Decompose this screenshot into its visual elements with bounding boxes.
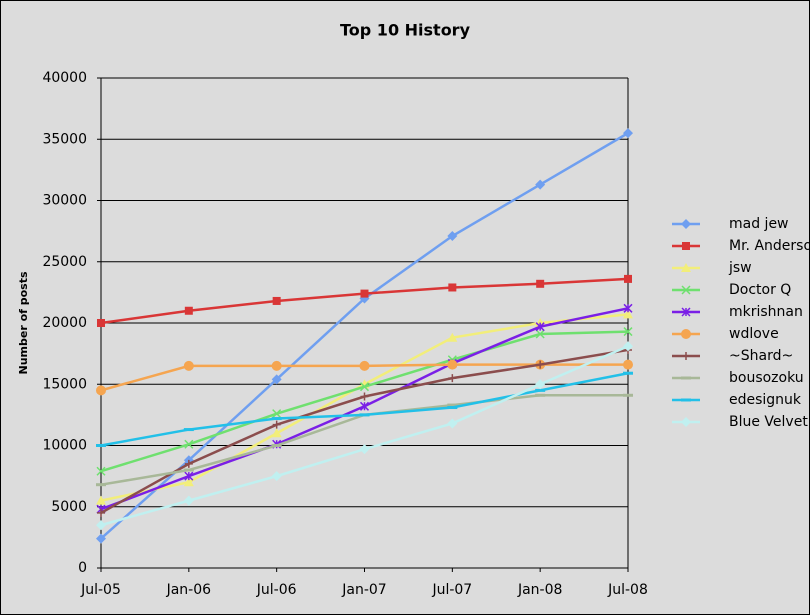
marker	[535, 322, 545, 332]
marker	[96, 495, 106, 505]
y-tick-label: 0	[78, 560, 87, 576]
marker	[184, 471, 194, 481]
y-tick-label: 35000	[42, 131, 87, 147]
chart-title: Top 10 History	[340, 21, 471, 40]
marker	[447, 332, 458, 342]
marker	[447, 418, 458, 429]
legend-label: bousozoku	[729, 370, 804, 386]
marker	[359, 444, 370, 455]
marker	[535, 379, 546, 390]
marker	[184, 439, 194, 449]
marker	[359, 382, 370, 392]
marker	[271, 374, 282, 385]
marker	[681, 285, 691, 295]
marker	[183, 495, 194, 506]
marker	[359, 401, 370, 411]
marker	[681, 307, 691, 317]
marker	[97, 508, 105, 517]
marker	[96, 533, 106, 544]
series	[96, 359, 633, 396]
y-tick-label: 10000	[42, 438, 87, 454]
marker	[448, 374, 457, 383]
marker	[682, 242, 690, 250]
x-tick-label: Jan-08	[517, 582, 562, 598]
marker	[96, 466, 106, 476]
series	[96, 327, 633, 476]
series-line	[100, 132, 629, 540]
y-tick-label: 15000	[42, 376, 87, 392]
series	[96, 371, 633, 447]
marker	[448, 283, 457, 292]
marker	[623, 303, 633, 313]
marker	[360, 392, 369, 401]
marker	[535, 179, 546, 190]
marker	[623, 128, 633, 139]
legend-label: jsw	[728, 260, 752, 276]
legend-label: Doctor Q	[729, 282, 791, 298]
x-tick-label: Jul-05	[80, 582, 121, 598]
y-axis-label: Number of posts	[17, 271, 30, 374]
marker	[183, 360, 194, 371]
marker	[681, 263, 691, 272]
marker	[535, 329, 545, 339]
marker	[681, 219, 691, 229]
marker	[623, 359, 633, 370]
marker	[272, 296, 281, 305]
marker	[271, 471, 282, 482]
legend-label: Blue Velvet	[729, 414, 808, 430]
marker	[681, 329, 691, 339]
legend-label: edesignuk	[729, 392, 802, 408]
marker	[97, 319, 105, 327]
x-tick-label: Jul-06	[256, 582, 297, 598]
y-tick-label: 20000	[42, 315, 87, 331]
marker	[623, 309, 633, 319]
x-tick-label: Jul-08	[607, 582, 648, 598]
marker	[447, 231, 458, 242]
marker	[272, 420, 281, 429]
series	[96, 303, 633, 514]
series	[96, 341, 633, 531]
y-tick-label: 5000	[51, 499, 87, 515]
marker	[184, 306, 193, 315]
marker	[272, 409, 282, 419]
series	[97, 345, 632, 517]
marker	[447, 359, 458, 370]
series	[97, 274, 632, 327]
y-tick-label: 30000	[42, 193, 87, 209]
marker	[184, 459, 193, 468]
legend-label: Mr. Anderson	[729, 238, 810, 254]
marker	[183, 477, 194, 487]
x-tick-label: Jan-07	[341, 582, 386, 598]
legend-label: ~Shard~	[729, 348, 793, 364]
marker	[624, 274, 632, 283]
y-tick-label: 40000	[42, 70, 87, 86]
marker	[360, 289, 369, 298]
marker	[271, 360, 282, 371]
x-tick-label: Jan-06	[166, 582, 212, 598]
legend-label: mkrishnan	[729, 304, 803, 320]
series-line	[100, 345, 629, 527]
y-tick-label: 25000	[42, 254, 87, 270]
x-tick-label: Jul-07	[431, 582, 472, 598]
legend-label: wdlove	[729, 326, 779, 342]
marker	[271, 428, 282, 438]
marker	[623, 327, 633, 337]
marker	[96, 385, 106, 396]
marker	[623, 341, 633, 352]
marker	[681, 417, 691, 427]
marker	[96, 520, 106, 531]
marker	[359, 360, 370, 371]
legend-label: mad jew	[729, 216, 789, 232]
marker	[536, 360, 545, 369]
marker	[536, 279, 545, 288]
marker	[682, 352, 690, 360]
